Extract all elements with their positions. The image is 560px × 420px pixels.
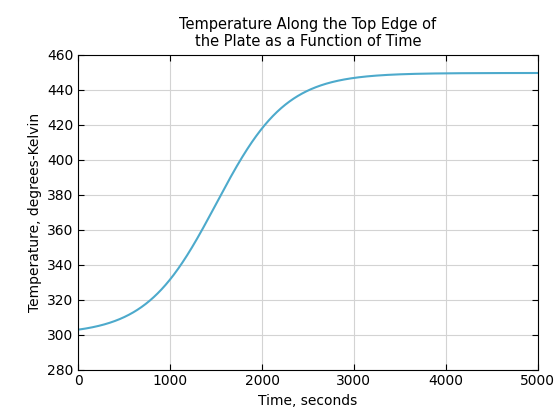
X-axis label: Time, seconds: Time, seconds	[258, 394, 358, 408]
Title: Temperature Along the Top Edge of
the Plate as a Function of Time: Temperature Along the Top Edge of the Pl…	[179, 17, 437, 49]
Y-axis label: Temperature, degrees-Kelvin: Temperature, degrees-Kelvin	[27, 113, 41, 312]
